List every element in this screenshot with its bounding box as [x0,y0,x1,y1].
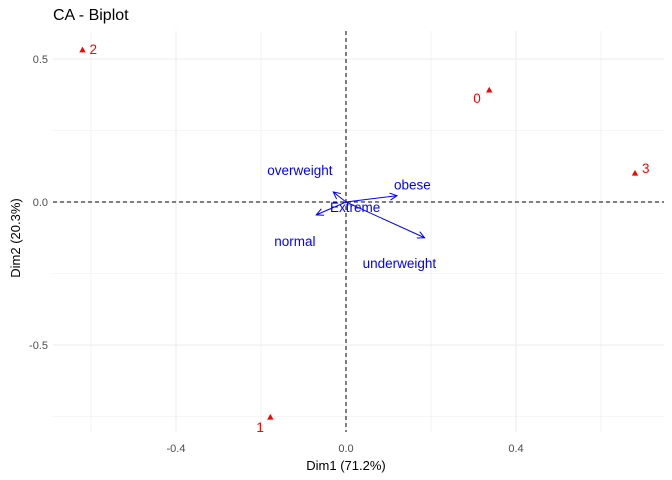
arrow-underweight [345,201,425,239]
row-label-1: 1 [256,420,264,435]
y-tick-label: 0.5 [33,54,48,66]
chart-title: CA - Biplot [53,7,129,24]
row-label-2: 2 [90,42,98,57]
arrowhead-underweight [416,231,426,239]
y-axis-title: Dim2 (20.3%) [8,198,23,277]
y-tick-label: 0.0 [33,197,48,209]
column-label-Extreme: Extreme [330,200,380,215]
row-point-1 [267,413,274,420]
x-tick-label: -0.4 [167,443,186,455]
arrow-obese [345,195,398,203]
row-label-0: 0 [473,91,481,106]
arrowhead-obese [389,192,399,201]
column-label-normal: normal [274,234,315,249]
x-tick-label: 0.4 [508,443,523,455]
arrowhead-normal [315,208,325,216]
x-axis-title: Dim1 (71.2%) [306,458,385,473]
row-point-3 [631,169,639,176]
arrowhead-overweight [332,191,342,200]
y-tick-label: -0.5 [29,340,48,352]
column-arrows: overweight obese Extreme normal underweight [267,163,436,271]
column-label-obese: obese [394,178,431,193]
column-label-underweight: underweight [363,256,437,271]
column-label-overweight: overweight [267,163,333,178]
row-label-3: 3 [642,161,650,176]
y-axis-ticks: -0.5 0.0 0.5 [29,54,48,352]
row-points: 0 1 2 3 [79,42,650,435]
row-point-0 [486,86,493,93]
row-point-2 [79,46,86,53]
reference-lines [53,31,664,432]
x-tick-label: 0.0 [338,443,353,455]
x-axis-ticks: -0.4 0.0 0.4 [167,443,524,455]
grid [53,31,664,432]
arrow-normal [316,201,347,216]
arrow-overweight [332,191,347,203]
